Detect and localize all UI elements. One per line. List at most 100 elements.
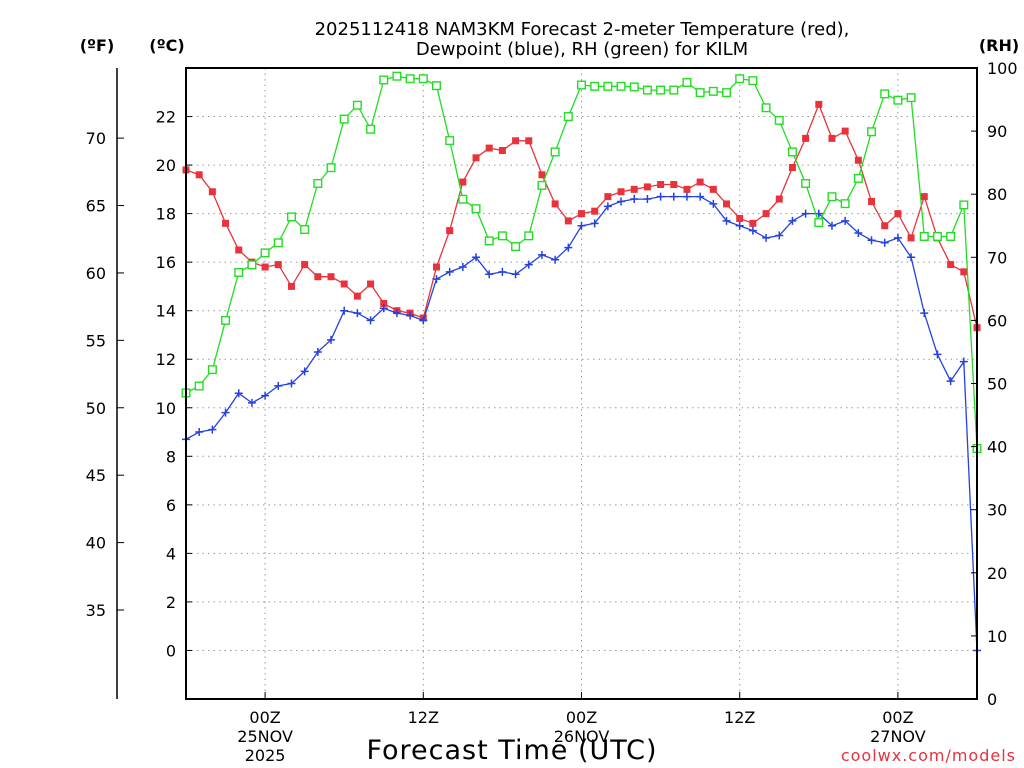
temperature-point bbox=[274, 261, 282, 269]
dewpoint-point bbox=[656, 192, 665, 201]
x-axis-label: Forecast Time (UTC) bbox=[366, 735, 657, 766]
temperature-point bbox=[762, 210, 770, 218]
dewpoint-point bbox=[669, 192, 678, 201]
rh-point bbox=[221, 315, 231, 325]
time-tick-label: 00Z bbox=[566, 708, 597, 727]
temperature-point bbox=[881, 222, 889, 230]
dewpoint-point bbox=[907, 253, 916, 262]
dewpoint-point bbox=[630, 195, 639, 204]
fahrenheit-tick-label: 45 bbox=[86, 466, 106, 485]
dewpoint-point bbox=[920, 309, 929, 318]
temperature-point bbox=[683, 185, 691, 193]
dewpoint-point bbox=[353, 309, 362, 318]
rh-point bbox=[326, 163, 336, 173]
time-tick-label: 12Z bbox=[724, 708, 755, 727]
rh-point bbox=[735, 74, 745, 84]
dewpoint-point bbox=[893, 233, 902, 242]
rh-unit-label: (RH) bbox=[979, 36, 1019, 55]
celsius-tick-label: 12 bbox=[156, 350, 176, 369]
temperature-point bbox=[643, 183, 651, 191]
dewpoint-point bbox=[788, 216, 797, 225]
dewpoint-point bbox=[432, 275, 441, 284]
rh-tick-label: 60 bbox=[987, 311, 1007, 330]
dewpoint-point bbox=[854, 229, 863, 238]
dewpoint-point bbox=[261, 391, 270, 400]
rh-point bbox=[814, 218, 824, 228]
dewpoint-point bbox=[696, 192, 705, 201]
rh-point bbox=[748, 76, 758, 86]
temperature-point bbox=[538, 171, 546, 179]
temperature-point bbox=[630, 185, 638, 193]
axis-ticks: 0 2 4 6 8 10 12 14 16 18 20 22 0 10 20 30 40 50 60 70 80 90 10… bbox=[86, 59, 1018, 765]
dewpoint-point bbox=[590, 219, 599, 228]
year-label: 2025 bbox=[245, 746, 286, 765]
dewpoint-point bbox=[682, 192, 691, 201]
fahrenheit-tick-label: 60 bbox=[86, 264, 106, 283]
rh-tick-label: 80 bbox=[987, 185, 1007, 204]
dewpoint-point bbox=[617, 197, 626, 206]
dewpoint-point bbox=[274, 381, 283, 390]
rh-point bbox=[497, 231, 507, 241]
rh-point bbox=[867, 127, 877, 137]
temperature-point bbox=[604, 193, 612, 201]
celsius-tick-label: 2 bbox=[166, 593, 176, 612]
dewpoint-point bbox=[379, 304, 388, 313]
temperature-point bbox=[841, 127, 849, 135]
rh-point bbox=[642, 85, 652, 95]
time-tick-label: 00Z bbox=[249, 708, 280, 727]
rh-point bbox=[603, 81, 613, 91]
rh-point bbox=[300, 225, 310, 235]
dewpoint-point bbox=[234, 389, 243, 398]
dewpoint-point bbox=[392, 309, 401, 318]
temperature-point bbox=[854, 156, 862, 164]
dewpoint-point bbox=[340, 306, 349, 315]
temperature-point bbox=[287, 282, 295, 290]
fahrenheit-tick-label: 65 bbox=[86, 197, 106, 216]
celsius-tick-label: 6 bbox=[166, 496, 176, 515]
date-label: 25NOV bbox=[237, 727, 293, 746]
rh-point bbox=[906, 93, 916, 103]
temperature-point bbox=[670, 180, 678, 188]
rh-point bbox=[484, 236, 494, 246]
rh-point bbox=[511, 242, 521, 252]
celsius-tick-label: 10 bbox=[156, 399, 176, 418]
dewpoint-point bbox=[445, 267, 454, 276]
temperature-point bbox=[432, 263, 440, 271]
temperature-point bbox=[301, 261, 309, 269]
dewpoint-point bbox=[577, 221, 586, 230]
dewpoint-point bbox=[827, 221, 836, 230]
temperature-point bbox=[367, 280, 375, 288]
rh-point bbox=[577, 80, 587, 90]
temperature-point bbox=[709, 185, 717, 193]
dewpoint-point bbox=[313, 347, 322, 356]
temperature-point bbox=[828, 134, 836, 142]
rh-tick-label: 70 bbox=[987, 248, 1007, 267]
rh-tick-label: 40 bbox=[987, 438, 1007, 457]
dewpoint-point bbox=[801, 209, 810, 218]
rh-point bbox=[695, 88, 705, 98]
celsius-tick-label: 16 bbox=[156, 253, 176, 272]
temperature-point bbox=[578, 210, 585, 218]
rh-point bbox=[405, 74, 415, 84]
dewpoint-point bbox=[472, 253, 481, 262]
rh-point bbox=[524, 231, 534, 241]
rh-point bbox=[445, 136, 455, 146]
grid-lines bbox=[186, 68, 977, 699]
rh-point bbox=[616, 81, 626, 91]
date-label: 26NOV bbox=[554, 727, 610, 746]
temperature-point bbox=[222, 219, 230, 227]
dewpoint-point bbox=[933, 350, 942, 359]
rh-point bbox=[471, 204, 481, 214]
dewpoint-point bbox=[775, 231, 784, 240]
dewpoint-point bbox=[551, 255, 560, 264]
temperature-point bbox=[353, 292, 361, 300]
rh-point bbox=[708, 86, 718, 96]
temperature-point bbox=[380, 299, 388, 307]
chart-title-line1: 2025112418 NAM3KM Forecast 2-meter Tempe… bbox=[315, 19, 850, 40]
rh-tick-label: 0 bbox=[987, 690, 997, 709]
temperature-point bbox=[591, 207, 599, 215]
dewpoint-point bbox=[247, 398, 256, 407]
rh-tick-label: 50 bbox=[987, 375, 1007, 394]
dewpoint-point bbox=[498, 267, 507, 276]
rh-tick-label: 30 bbox=[987, 501, 1007, 520]
